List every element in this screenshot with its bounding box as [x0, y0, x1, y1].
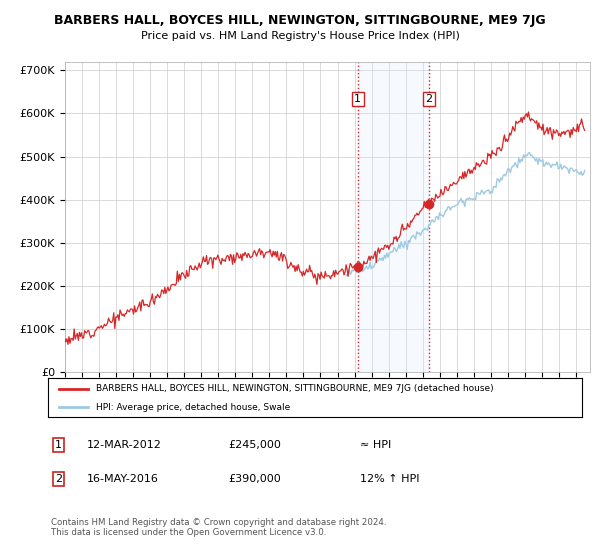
Text: 2: 2 — [425, 94, 433, 104]
Text: £245,000: £245,000 — [228, 440, 281, 450]
Text: 1: 1 — [55, 440, 62, 450]
Text: 12-MAR-2012: 12-MAR-2012 — [87, 440, 162, 450]
Text: 2: 2 — [55, 474, 62, 484]
Text: ≈ HPI: ≈ HPI — [360, 440, 391, 450]
Text: Price paid vs. HM Land Registry's House Price Index (HPI): Price paid vs. HM Land Registry's House … — [140, 31, 460, 41]
Text: BARBERS HALL, BOYCES HILL, NEWINGTON, SITTINGBOURNE, ME9 7JG: BARBERS HALL, BOYCES HILL, NEWINGTON, SI… — [54, 14, 546, 27]
Text: £390,000: £390,000 — [228, 474, 281, 484]
Text: HPI: Average price, detached house, Swale: HPI: Average price, detached house, Swal… — [96, 403, 290, 412]
Text: 16-MAY-2016: 16-MAY-2016 — [87, 474, 159, 484]
Text: 1: 1 — [355, 94, 361, 104]
Text: BARBERS HALL, BOYCES HILL, NEWINGTON, SITTINGBOURNE, ME9 7JG (detached house): BARBERS HALL, BOYCES HILL, NEWINGTON, SI… — [96, 385, 494, 394]
Bar — [358, 62, 429, 372]
Text: 12% ↑ HPI: 12% ↑ HPI — [360, 474, 419, 484]
Text: Contains HM Land Registry data © Crown copyright and database right 2024.
This d: Contains HM Land Registry data © Crown c… — [51, 518, 386, 538]
